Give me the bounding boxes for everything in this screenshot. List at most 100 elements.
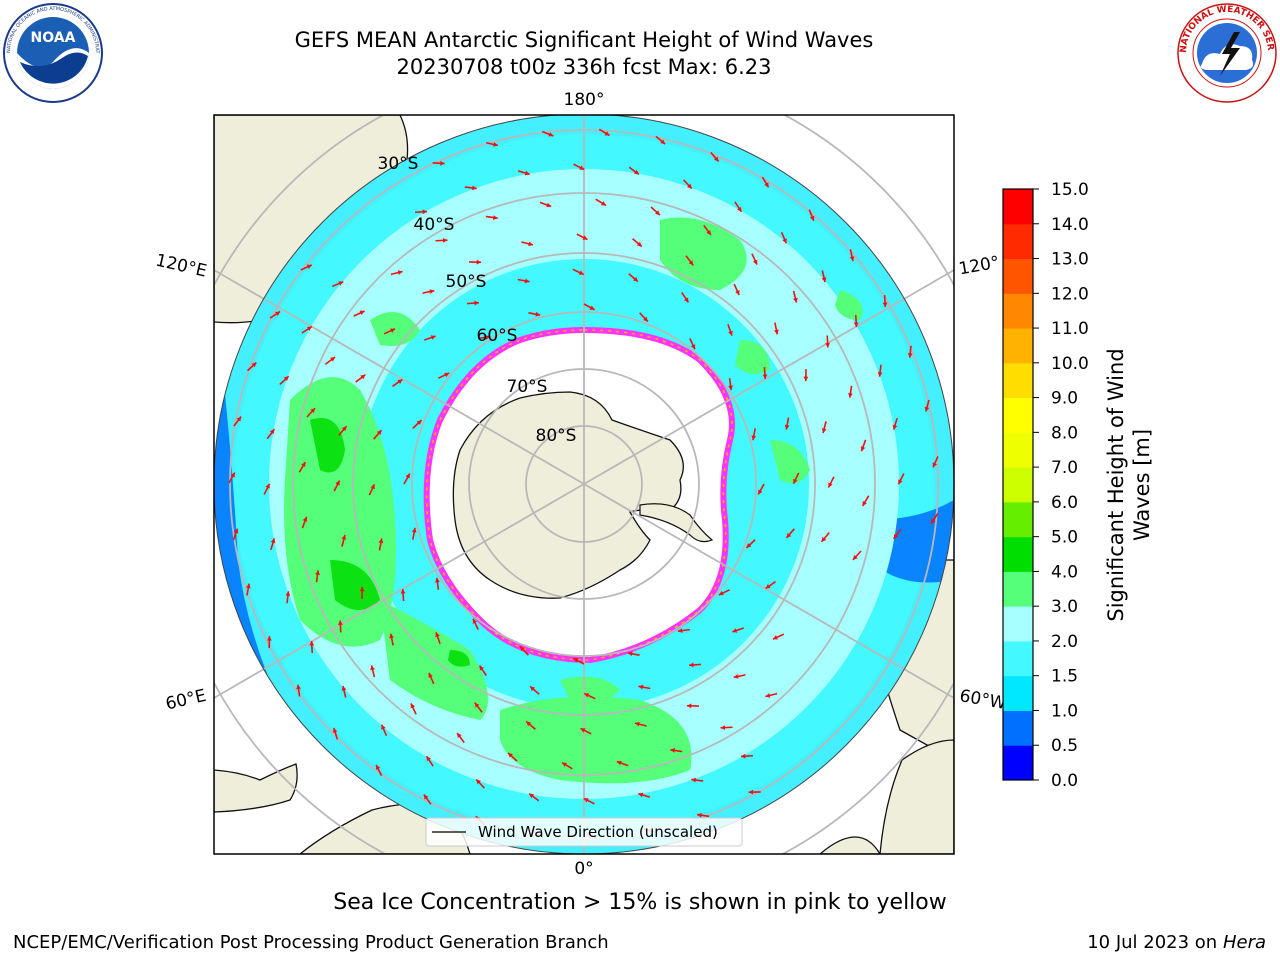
wave-direction-arrowhead [426, 756, 431, 762]
wave-direction-arrowhead [848, 392, 853, 398]
colorbar-tick-label: 5.0 [1051, 528, 1078, 548]
colorbar-cell [1003, 606, 1033, 642]
colorbar-ticks: 0.0 0.5 1.0 1.5 2.0 3.0 4.0 5.0 6.0 7.0 8.0 9.0 10.0… [1033, 180, 1089, 791]
wave-direction-arrowhead [526, 721, 532, 727]
legend-label: Wind Wave Direction (unscaled) [478, 823, 718, 841]
wave-direction-arrowhead [306, 264, 312, 269]
chart-title: GEFS MEAN Antarctic Significant Height o… [294, 28, 874, 52]
lon-label-bottom: 0° [574, 859, 593, 879]
lon-label-top: 180° [564, 90, 605, 110]
colorbar-tick-label: 14.0 [1051, 215, 1089, 235]
wave-direction-arrowhead [341, 534, 347, 540]
wave-direction-arrowhead [359, 586, 365, 592]
wave-direction-arrowhead [689, 662, 694, 668]
wave-direction-arrowhead [520, 646, 525, 652]
wave-direction-arrowhead [633, 276, 638, 282]
colorbar-cell [1003, 675, 1033, 711]
chart-subtitle: 20230708 t00z 336h fcst Max: 6.23 [396, 55, 772, 79]
colorbar-tick-label: 8.0 [1051, 423, 1078, 443]
lat-label-30s: 30°S [378, 154, 419, 174]
wave-direction-arrowhead [245, 583, 251, 589]
wave-direction-arrowhead [301, 462, 306, 468]
colorbar-cell [1003, 501, 1033, 538]
wave-direction-arrowhead [784, 424, 790, 430]
wave-direction-arrowhead [849, 256, 855, 262]
wave-direction-arrowhead [580, 728, 586, 733]
wave-direction-arrowhead [546, 202, 552, 208]
wave-direction-arrowhead [251, 362, 257, 368]
wave-direction-arrowhead [429, 289, 435, 294]
wave-direction-arrowhead [752, 259, 758, 265]
wave-direction-arrowhead [774, 329, 779, 335]
colorbar-cell [1003, 328, 1033, 364]
noaa-logo-icon: NOAA NATIONAL OCEANIC AND ATMOSPHERIC AD… [2, 2, 103, 103]
map-frame [213, 114, 955, 855]
colorbar-cell [1003, 258, 1033, 294]
wave-direction-arrowhead [758, 489, 763, 495]
colorbar-cell [1003, 189, 1033, 225]
wave-direction-arrowhead [562, 762, 568, 767]
wave-direction-arrowhead [493, 142, 498, 147]
wave-direction-arrowhead [306, 326, 312, 331]
wave-direction-arrowhead [786, 533, 792, 538]
south-america-tip [879, 739, 954, 854]
wave-direction-arrowhead [270, 538, 276, 544]
wave-direction-arrowhead [893, 533, 899, 539]
wave-direction-arrowhead [315, 570, 320, 576]
wave-direction-arrowhead [435, 632, 440, 638]
wave-direction-arrowhead [309, 640, 315, 646]
wave-direction-arrowhead [338, 281, 344, 286]
wave-direction-arrowhead [728, 330, 733, 336]
wave-direction-arrowhead [302, 516, 308, 522]
wave-direction-arrowhead [643, 316, 648, 322]
wave-direction-arrowhead [825, 342, 831, 348]
wave-direction-arrowhead [283, 376, 289, 381]
colorbar-cell [1003, 640, 1033, 677]
colorbar-cell [1003, 536, 1033, 572]
colorbar-tick-label: 3.0 [1051, 597, 1078, 617]
wave-direction-arrowhead [589, 305, 595, 310]
colorbar-cell [1003, 293, 1033, 329]
wave-direction-arrowhead [341, 426, 347, 432]
colorbar-tick-label: 15.0 [1051, 180, 1089, 200]
wave-direction-arrowhead [691, 777, 696, 783]
colorbar-tick-label: 1.5 [1051, 667, 1078, 687]
wave-direction-arrowhead [578, 270, 584, 275]
wave-direction-arrowhead [706, 230, 711, 236]
wave-direction-arrowhead [931, 518, 936, 524]
wave-direction-arrowhead [410, 703, 416, 709]
colorbar-cell [1003, 571, 1033, 607]
sea-ice-note: Sea Ice Concentration > 15% is shown in … [333, 890, 947, 915]
wave-direction-arrowhead [405, 473, 410, 479]
colorbar-label-line2: Waves [m] [1130, 429, 1154, 541]
wave-direction-arrowhead [296, 684, 301, 690]
wave-direction-arrowhead [828, 482, 833, 488]
wave-direction-arrowhead [275, 311, 281, 316]
colorbar-tick-label: 6.0 [1051, 493, 1078, 513]
wave-direction-arrowhead [397, 379, 403, 384]
lat-label-70s: 70°S [507, 377, 548, 397]
wave-direction-arrowhead [636, 241, 642, 247]
colorbar-tick-label: 12.0 [1051, 284, 1089, 304]
wave-direction-arrowhead [474, 300, 479, 306]
colorbar-cell [1003, 397, 1033, 433]
wave-direction-arrowhead [762, 374, 768, 379]
wave-direction-arrowhead [397, 270, 403, 275]
wave-direction-arrowhead [821, 536, 827, 542]
wave-direction-arrowhead [686, 703, 692, 709]
wave-direction-arrowhead [718, 590, 724, 596]
wave-direction-arrowhead [765, 584, 771, 589]
wind-wave-arrows [228, 128, 939, 840]
wave-direction-arrowhead [655, 210, 660, 216]
wave-direction-arrowhead [337, 620, 343, 626]
colorbar-tick-label: 10.0 [1051, 354, 1089, 374]
colorbar-tick-label: 0.5 [1051, 736, 1078, 756]
wave-direction-arrowhead [476, 779, 481, 785]
wave-direction-arrowhead [390, 328, 396, 333]
wave-direction-arrowhead [746, 543, 752, 548]
wave-direction-arrowhead [907, 353, 913, 358]
noaa-logo-text: NOAA [31, 30, 76, 46]
wave-direction-arrowhead [821, 277, 827, 283]
